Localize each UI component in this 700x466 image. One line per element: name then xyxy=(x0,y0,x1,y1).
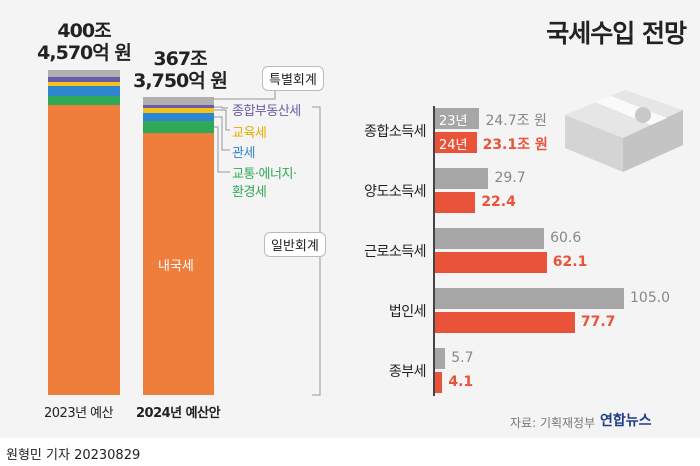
source-note: 자료: 기획재정부 xyxy=(510,416,596,430)
byline: 원형민 기자 20230829 xyxy=(6,448,141,463)
category-label: 근로소득세 xyxy=(364,244,426,260)
total-2023-sub: 4,570억 원 xyxy=(37,42,132,64)
bar-2024 xyxy=(435,192,476,213)
legend-jongbu: 종합부동산세 xyxy=(232,104,301,119)
bar-2023 xyxy=(435,168,489,189)
value-label: 23.1조 원 xyxy=(482,137,548,153)
x-label-2023: 2023년 예산 xyxy=(44,406,114,421)
segment-special xyxy=(143,96,214,105)
domestic-label: 내국세 xyxy=(158,259,194,274)
bar-2024 xyxy=(435,312,575,333)
x-label-2024: 2024년 예산안 xyxy=(136,406,221,421)
total-2023: 400조 4,570억 원 xyxy=(36,20,132,64)
segment-customs xyxy=(48,86,120,96)
category-label: 종합소득세 xyxy=(364,124,426,140)
legend-customs: 관세 xyxy=(232,146,255,161)
segment-customs xyxy=(143,112,214,121)
bar-2024: 24년 xyxy=(435,132,477,153)
bar-2023 xyxy=(435,348,446,369)
legend-edu: 교육세 xyxy=(232,126,267,141)
segment-jongbu xyxy=(48,76,120,82)
money-stack-icon xyxy=(565,90,683,172)
year-label: 24년 xyxy=(439,138,468,153)
value-label: 22.4 xyxy=(481,194,516,210)
stacked-bar-2024 xyxy=(143,96,214,395)
value-label: 77.7 xyxy=(580,314,616,330)
legend-traffic: 교통·에너지· xyxy=(232,167,297,182)
segment-traffic xyxy=(48,95,120,105)
bar-2023 xyxy=(435,228,545,249)
chart-title: 국세수입 전망 xyxy=(546,19,687,48)
segment-special xyxy=(48,70,120,77)
special-account-label: 특별회계 xyxy=(262,66,324,91)
segment-jongbu xyxy=(143,104,214,109)
segment-domestic xyxy=(143,133,214,395)
total-2024-sub: 3,750억 원 xyxy=(133,70,228,92)
category-label: 종부세 xyxy=(388,364,427,380)
bar-2024 xyxy=(435,252,547,273)
bar-2023 xyxy=(435,288,624,309)
segment-edu xyxy=(143,108,214,113)
segment-edu xyxy=(48,81,120,87)
total-2024: 367조 3,750억 원 xyxy=(130,48,230,92)
category-label: 양도소득세 xyxy=(364,184,426,200)
value-label: 62.1 xyxy=(552,254,588,270)
bar-2024 xyxy=(435,372,443,393)
total-2023-main: 400조 xyxy=(57,20,111,42)
value-label: 24.7조 원 xyxy=(485,113,547,129)
bar-2023: 23년 xyxy=(435,108,480,129)
year-label: 23년 xyxy=(439,114,468,129)
y-axis-line xyxy=(433,106,435,396)
segment-traffic xyxy=(143,120,214,134)
yonhap-logo: 연합뉴스 xyxy=(600,413,652,429)
segment-domestic xyxy=(48,104,120,395)
total-2024-main: 367조 xyxy=(153,48,207,70)
general-account-label: 일반회계 xyxy=(264,232,326,257)
value-label: 4.1 xyxy=(448,374,474,390)
value-label: 29.7 xyxy=(494,170,526,186)
category-label: 법인세 xyxy=(388,304,427,320)
value-label: 105.0 xyxy=(630,290,671,306)
legend-traffic-2: 환경세 xyxy=(232,185,267,200)
stacked-bar-2023 xyxy=(48,70,120,395)
value-label: 5.7 xyxy=(451,350,474,366)
value-label: 60.6 xyxy=(550,230,582,246)
